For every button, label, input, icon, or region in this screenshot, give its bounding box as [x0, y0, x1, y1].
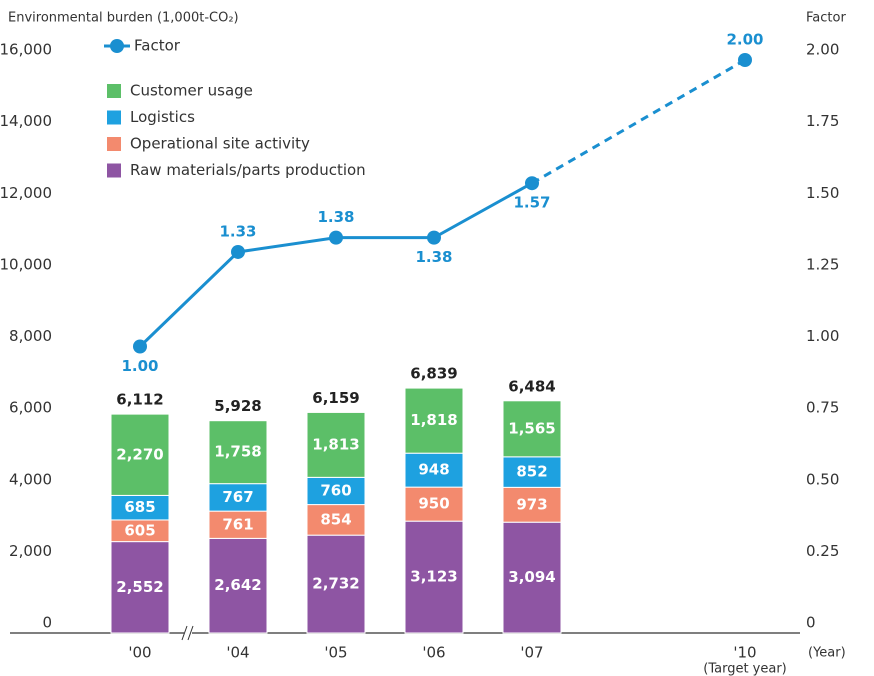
factor-label: 1.38 [317, 208, 354, 226]
bar-segment [306, 476, 366, 506]
legend-swatch [107, 137, 121, 151]
y2-tick-label: 0.75 [806, 399, 839, 417]
total-label: 6,159 [312, 389, 359, 407]
segment-label: 605 [124, 521, 155, 539]
segment-label: 3,123 [410, 568, 457, 586]
x-tick-label: '00 [128, 644, 151, 662]
segment-label: 1,818 [410, 411, 457, 429]
bar-segment [110, 541, 170, 634]
bar-segment [208, 537, 268, 634]
legend-swatch [107, 163, 121, 178]
y-tick-label: 0 [42, 614, 52, 632]
axis-break [181, 625, 194, 641]
bar-segment [404, 387, 464, 454]
total-label: 6,484 [508, 377, 555, 395]
x-tick-label: '05 [324, 644, 347, 662]
segment-label: 1,813 [312, 435, 359, 453]
legend-marker [110, 39, 124, 53]
y2-tick-label: 0 [806, 614, 816, 632]
segment-label: 2,552 [116, 578, 163, 596]
factor-label: 1.38 [415, 248, 452, 266]
x-tick-label: '10 [733, 644, 756, 662]
bar-segment [306, 504, 366, 536]
line-point [525, 176, 539, 191]
segment-label: 767 [222, 488, 253, 506]
x-tick-note: (Target year) [703, 662, 787, 676]
y-tick-label: 2,000 [9, 542, 52, 560]
line-point [427, 230, 441, 245]
segment-label: 852 [516, 463, 547, 481]
segment-label: 2,732 [312, 575, 359, 593]
legend-label: Raw materials/parts production [130, 161, 366, 179]
y-tick-label: 14,000 [0, 112, 52, 130]
line-point [231, 244, 245, 259]
bar-segment [404, 452, 464, 488]
break-line [181, 625, 188, 641]
factor-label: 1.33 [219, 222, 256, 240]
x-axis-unit: (Year) [808, 646, 846, 661]
total-label: 6,112 [116, 391, 163, 409]
y2-tick-label: 1.75 [806, 112, 839, 130]
factor-label: 1.57 [513, 194, 550, 212]
legend-label: Operational site activity [130, 135, 310, 153]
x-tick-label: '07 [520, 644, 543, 662]
total-label: 6,839 [410, 365, 457, 383]
y-tick-label: 4,000 [9, 470, 52, 488]
bar-segment [404, 486, 464, 522]
x-tick-label: '06 [422, 644, 445, 662]
y2-tick-label: 0.50 [806, 470, 839, 488]
bar-segment [306, 534, 366, 634]
factor-label: 2.00 [726, 31, 763, 49]
line-point [738, 53, 752, 67]
y2-axis-title: Factor [806, 11, 846, 26]
y2-tick-label: 2.00 [806, 41, 839, 59]
break-gap [184, 626, 192, 640]
legend-label: Customer usage [130, 82, 253, 100]
bar-segment [110, 494, 170, 521]
break-line [187, 625, 194, 641]
legend-label: Logistics [130, 108, 195, 126]
bar-segment [208, 510, 268, 539]
y-tick-label: 12,000 [0, 184, 52, 202]
line-point [329, 230, 343, 245]
segment-label: 1,758 [214, 443, 261, 461]
y-tick-label: 6,000 [9, 399, 52, 417]
y2-tick-label: 1.25 [806, 255, 839, 273]
segment-label: 761 [222, 515, 253, 533]
bar-segment [208, 420, 268, 485]
y-axis-title: Environmental burden (1,000t-CO₂) [8, 11, 239, 26]
y-tick-label: 8,000 [9, 327, 52, 345]
y-tick-label: 10,000 [0, 255, 52, 273]
segment-label: 973 [516, 495, 547, 513]
y2-tick-label: 1.50 [806, 184, 839, 202]
segment-label: 950 [418, 495, 449, 513]
segment-label: 685 [124, 498, 155, 516]
legend-label: Factor [134, 37, 181, 55]
segment-label: 2,642 [214, 576, 261, 594]
segment-label: 2,270 [116, 445, 163, 463]
segment-label: 948 [418, 461, 449, 479]
legend-swatch [107, 84, 121, 98]
segment-label: 760 [320, 481, 351, 499]
segment-label: 3,094 [508, 568, 555, 586]
y2-tick-label: 1.00 [806, 327, 839, 345]
factor-label: 1.00 [121, 357, 158, 375]
total-label: 5,928 [214, 397, 261, 415]
bar-segment [502, 456, 562, 488]
legend-swatch [107, 110, 121, 125]
bar-segment [502, 400, 562, 458]
segment-label: 854 [320, 510, 351, 528]
bar-segment [306, 411, 366, 478]
x-tick-label: '04 [226, 644, 249, 662]
y-tick-label: 16,000 [0, 41, 52, 59]
bar-segment [110, 413, 170, 496]
line-projection [531, 58, 746, 185]
segment-label: 1,565 [508, 419, 555, 437]
y2-tick-label: 0.25 [806, 542, 839, 560]
line-point [133, 339, 147, 354]
